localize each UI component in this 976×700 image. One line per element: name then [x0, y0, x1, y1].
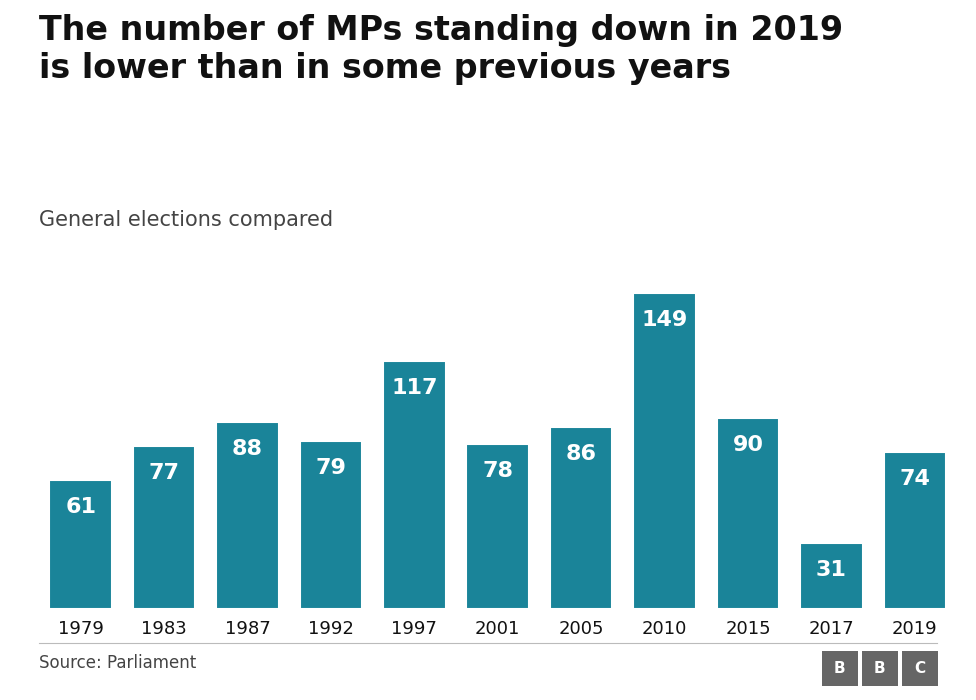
Bar	[716, 418, 779, 609]
Text: 117: 117	[391, 378, 437, 398]
Bar	[384, 360, 446, 609]
Text: 31: 31	[816, 560, 847, 580]
Text: The number of MPs standing down in 2019
is lower than in some previous years: The number of MPs standing down in 2019 …	[39, 14, 843, 85]
Text: B: B	[874, 661, 885, 676]
Text: C: C	[915, 661, 925, 676]
Bar	[217, 422, 279, 609]
Text: 79: 79	[315, 458, 346, 478]
Text: 88: 88	[232, 440, 264, 459]
Text: 78: 78	[482, 461, 513, 480]
Bar	[300, 442, 362, 609]
Text: 61: 61	[65, 496, 97, 517]
Text: Source: Parliament: Source: Parliament	[39, 654, 196, 673]
Bar	[883, 452, 946, 609]
Text: 149: 149	[641, 310, 688, 330]
Bar	[633, 293, 696, 609]
Text: 74: 74	[899, 469, 930, 489]
Text: 86: 86	[566, 444, 596, 463]
Bar	[800, 543, 863, 609]
Bar	[50, 480, 112, 609]
Text: 77: 77	[148, 463, 180, 482]
Bar	[133, 446, 195, 609]
Text: General elections compared: General elections compared	[39, 210, 333, 230]
Text: 90: 90	[732, 435, 763, 455]
Text: B: B	[834, 661, 845, 676]
Bar	[467, 444, 529, 609]
Bar	[549, 426, 613, 609]
